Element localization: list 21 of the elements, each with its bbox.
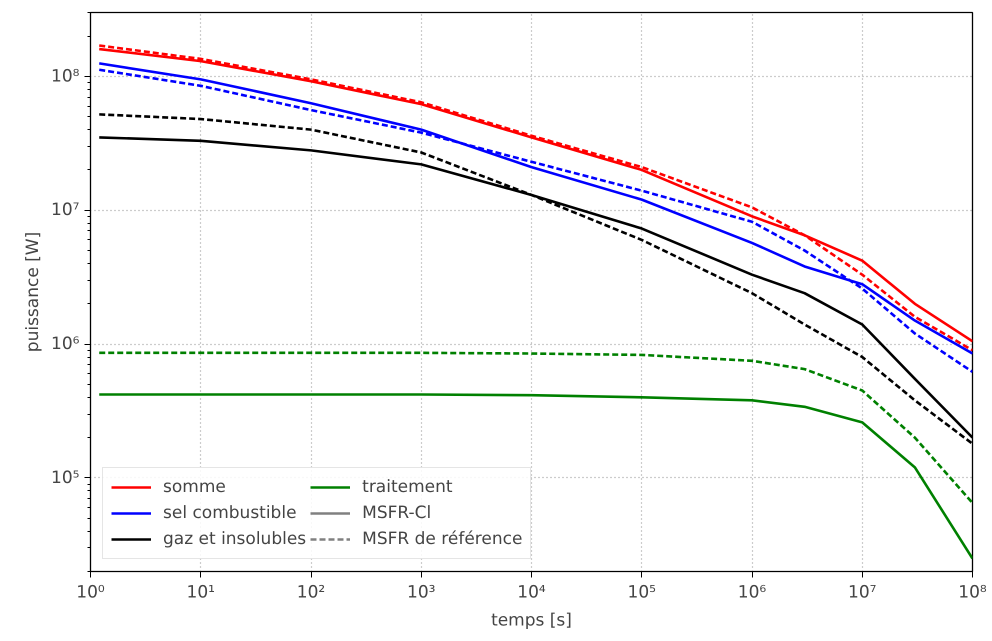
legend-label: MSFR de référence (362, 528, 522, 550)
x-tick-label: 10⁴ (517, 582, 546, 602)
x-tick-label: 10⁵ (628, 582, 656, 602)
y-tick-label: 10⁸ (51, 66, 80, 86)
x-tick-label: 10¹ (186, 582, 215, 602)
legend-label: traitement (362, 476, 453, 498)
x-axis-title: temps [s] (491, 610, 572, 630)
x-tick-label: 10² (296, 582, 326, 602)
x-tick-label: 10⁶ (738, 582, 766, 602)
legend-label: gaz et insolubles (163, 528, 306, 550)
legend-label: MSFR-Cl (362, 502, 432, 524)
legend-label: sel combustible (163, 502, 297, 524)
legend-label: somme (163, 476, 226, 498)
y-tick-label: 10⁶ (51, 334, 80, 354)
x-tick-label: 10⁸ (958, 582, 987, 602)
y-tick-label: 10⁵ (51, 468, 80, 488)
x-tick-label: 10⁷ (848, 582, 877, 602)
x-tick-label: 10⁰ (76, 582, 105, 602)
y-tick-label: 10⁷ (51, 200, 80, 220)
y-axis-title: puissance [W] (23, 232, 44, 352)
x-tick-label: 10³ (407, 582, 436, 602)
